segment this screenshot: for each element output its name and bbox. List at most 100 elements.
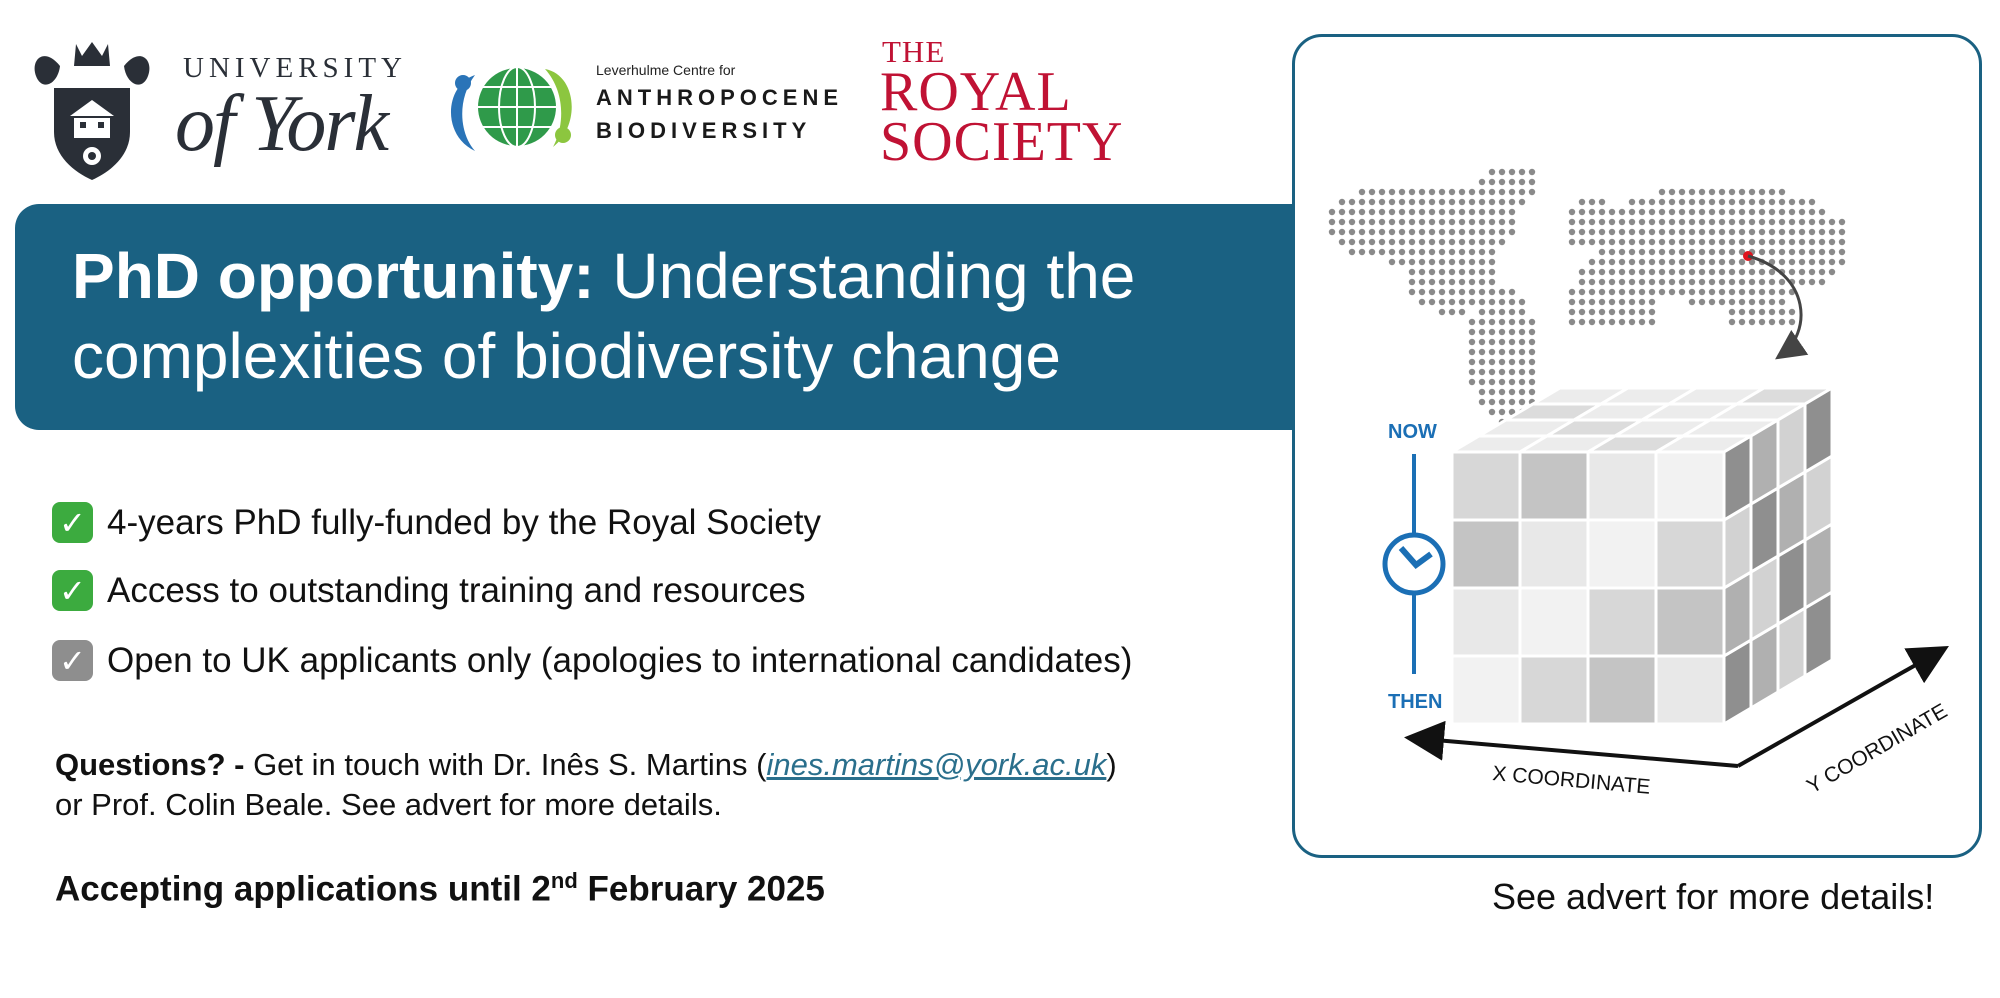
map-dot: [1378, 188, 1386, 196]
map-dot: [1658, 248, 1666, 256]
map-dot: [1618, 248, 1626, 256]
map-dot: [1838, 248, 1846, 256]
map-dot: [1718, 258, 1726, 266]
map-dot: [1438, 298, 1446, 306]
map-dot: [1508, 198, 1516, 206]
map-dot: [1418, 268, 1426, 276]
map-dot: [1598, 218, 1606, 226]
map-dot: [1618, 308, 1626, 316]
map-dot: [1428, 188, 1436, 196]
map-dot: [1678, 238, 1686, 246]
map-dot: [1418, 258, 1426, 266]
map-dot: [1838, 238, 1846, 246]
map-dot: [1478, 398, 1486, 406]
map-dot: [1568, 288, 1576, 296]
map-dot: [1778, 288, 1786, 296]
map-dot: [1598, 258, 1606, 266]
royal-society-logo-society: SOCIETY: [880, 111, 1124, 173]
map-dot: [1728, 228, 1736, 236]
map-dot: [1788, 198, 1796, 206]
map-dot: [1488, 368, 1496, 376]
map-dot: [1818, 228, 1826, 236]
map-dot: [1748, 228, 1756, 236]
map-dot: [1638, 248, 1646, 256]
map-dot: [1478, 278, 1486, 286]
map-dot: [1758, 228, 1766, 236]
map-dot: [1628, 218, 1636, 226]
map-dot: [1498, 298, 1506, 306]
map-dot: [1598, 208, 1606, 216]
map-dot: [1768, 248, 1776, 256]
map-dot: [1528, 378, 1536, 386]
map-dot: [1388, 198, 1396, 206]
map-dot: [1638, 278, 1646, 286]
map-dot: [1668, 198, 1676, 206]
map-dot: [1508, 188, 1516, 196]
map-dot: [1528, 178, 1536, 186]
map-dot: [1588, 308, 1596, 316]
map-dot: [1468, 248, 1476, 256]
map-dot: [1618, 238, 1626, 246]
map-dot: [1658, 198, 1666, 206]
map-dot: [1698, 208, 1706, 216]
map-dot: [1498, 348, 1506, 356]
map-dot: [1448, 278, 1456, 286]
map-dot: [1468, 298, 1476, 306]
map-dot: [1808, 228, 1816, 236]
map-dot: [1648, 228, 1656, 236]
map-dot: [1768, 198, 1776, 206]
map-dot: [1688, 288, 1696, 296]
map-dot: [1458, 238, 1466, 246]
map-dot: [1618, 268, 1626, 276]
map-dot: [1478, 208, 1486, 216]
map-dot: [1728, 308, 1736, 316]
checklist-item-text: Open to UK applicants only (apologies to…: [107, 640, 1133, 680]
map-dot: [1668, 228, 1676, 236]
page-title-rest-2: complexities of biodiversity change: [72, 320, 1061, 392]
map-dot: [1778, 208, 1786, 216]
map-dot: [1828, 268, 1836, 276]
map-dot: [1528, 328, 1536, 336]
map-dot: [1758, 238, 1766, 246]
map-dot: [1478, 258, 1486, 266]
contact-email-link[interactable]: ines.martins@york.ac.uk: [766, 747, 1107, 782]
map-dot: [1368, 228, 1376, 236]
map-dot: [1468, 218, 1476, 226]
cube-side-block: [1722, 433, 1753, 523]
map-dot: [1698, 278, 1706, 286]
map-dot: [1328, 228, 1336, 236]
map-dot: [1708, 208, 1716, 216]
map-dot: [1688, 218, 1696, 226]
map-dot: [1478, 308, 1486, 316]
map-dot: [1748, 218, 1756, 226]
map-dot: [1608, 298, 1616, 306]
map-dot: [1458, 228, 1466, 236]
map-dot: [1468, 368, 1476, 376]
map-dot: [1488, 218, 1496, 226]
map-dot: [1508, 308, 1516, 316]
map-dot: [1448, 308, 1456, 316]
royal-society-logo-royal: ROYAL: [880, 61, 1072, 123]
map-dot: [1378, 228, 1386, 236]
map-dot: [1748, 308, 1756, 316]
map-dot: [1518, 168, 1526, 176]
map-dot: [1628, 268, 1636, 276]
york-logo-line1: UNIVERSITY: [183, 52, 407, 84]
map-dot: [1698, 238, 1706, 246]
map-dot: [1498, 368, 1506, 376]
map-dot: [1728, 278, 1736, 286]
map-dot: [1468, 198, 1476, 206]
map-dot: [1468, 288, 1476, 296]
map-dot: [1398, 238, 1406, 246]
map-dot: [1378, 218, 1386, 226]
map-dot: [1508, 178, 1516, 186]
map-dot: [1568, 318, 1576, 326]
map-dot: [1518, 388, 1526, 396]
map-dot: [1508, 208, 1516, 216]
map-dot: [1438, 228, 1446, 236]
contact-text: Get in touch with Dr. Inês S. Martins (: [244, 747, 767, 782]
map-dot: [1478, 248, 1486, 256]
map-dot: [1478, 188, 1486, 196]
map-dot: [1698, 198, 1706, 206]
map-dot: [1328, 218, 1336, 226]
